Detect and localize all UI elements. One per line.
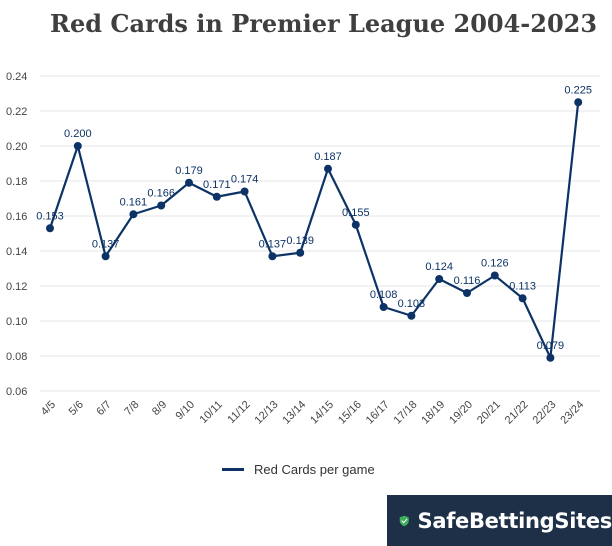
data-label: 0.153 — [36, 210, 64, 222]
shield-check-icon — [399, 515, 409, 526]
y-tick-label: 0.12 — [6, 281, 27, 293]
x-tick-label: 15/16 — [336, 399, 364, 427]
x-tick-label: 21/22 — [503, 399, 531, 427]
data-label: 0.113 — [509, 280, 536, 292]
data-point — [407, 311, 416, 320]
brand-name: SafeBettingSites — [417, 508, 612, 533]
data-point — [240, 187, 249, 196]
x-tick-label: 8/9 — [150, 399, 169, 418]
brand-logo: SafeBettingSites — [387, 495, 612, 546]
data-point — [463, 289, 471, 297]
data-label: 0.079 — [537, 340, 565, 352]
x-tick-label: 6/7 — [94, 399, 113, 418]
data-label: 0.166 — [147, 188, 175, 200]
data-label: 0.155 — [342, 207, 370, 219]
data-label: 0.137 — [259, 238, 287, 250]
data-point — [490, 271, 499, 280]
gridlines — [40, 75, 600, 392]
data-label: 0.139 — [286, 235, 314, 247]
data-label: 0.200 — [64, 128, 92, 140]
x-tick-label: 13/14 — [280, 399, 308, 427]
x-tick-label: 4/5 — [39, 399, 58, 418]
x-tick-label: 9/10 — [173, 399, 197, 423]
data-label: 0.103 — [398, 298, 426, 310]
line-chart: 0.06 0.08 0.10 0.12 0.14 0.16 0.18 0.20 0.22 0.24… — [6, 71, 600, 427]
y-tick-label: 0.24 — [6, 71, 27, 83]
x-tick-label: 10/11 — [198, 399, 225, 426]
data-point — [379, 303, 388, 311]
data-point — [101, 252, 110, 261]
data-point — [351, 220, 360, 229]
data-label: 0.161 — [120, 196, 148, 208]
data-label: 0.126 — [481, 258, 509, 270]
x-tick-label: 20/21 — [475, 399, 503, 427]
y-tick-label: 0.06 — [6, 386, 27, 398]
y-tick-label: 0.18 — [6, 176, 27, 188]
y-tick-label: 0.10 — [6, 316, 27, 328]
x-tick-label: 7/8 — [122, 399, 141, 418]
x-tick-label: 19/20 — [447, 399, 475, 427]
x-tick-label: 5/6 — [67, 399, 86, 418]
y-tick-label: 0.22 — [6, 106, 27, 118]
data-point — [129, 210, 138, 219]
data-point — [157, 201, 166, 210]
data-label: 0.124 — [425, 261, 453, 273]
x-tick-label: 22/23 — [531, 399, 559, 427]
data-label: 0.137 — [92, 238, 120, 250]
data-point — [296, 248, 305, 257]
y-tick-label: 0.20 — [6, 141, 27, 153]
data-point — [324, 164, 332, 173]
legend-label: Red Cards per game — [254, 462, 375, 477]
data-point — [185, 178, 193, 187]
series-line — [48, 102, 580, 359]
data-point — [46, 224, 54, 233]
y-tick-label: 0.14 — [6, 246, 27, 258]
data-label: 0.225 — [564, 84, 592, 96]
x-tick-label: 14/15 — [308, 399, 336, 427]
y-tick-label: 0.16 — [6, 211, 27, 223]
data-label: 0.116 — [454, 275, 481, 287]
data-label: 0.171 — [203, 179, 231, 191]
x-tick-label: 18/19 — [419, 399, 447, 427]
data-point — [574, 98, 583, 107]
data-point — [518, 294, 527, 303]
data-label: 0.179 — [175, 165, 203, 177]
chart-title: Red Cards in Premier League 2004-2023 — [50, 9, 598, 38]
x-axis-ticks: 4/5 5/6 6/7 7/8 8/9 9/10 10/11 11/12 12/13 13/14 1… — [39, 399, 587, 427]
y-tick-label: 0.08 — [6, 351, 27, 363]
data-point — [268, 252, 277, 261]
legend: Red Cards per game — [222, 462, 375, 477]
x-tick-label: 17/18 — [392, 399, 420, 427]
x-tick-label: 12/13 — [253, 399, 281, 427]
data-point — [73, 142, 82, 150]
data-label: 0.108 — [370, 289, 398, 301]
x-tick-label: 11/12 — [225, 399, 252, 426]
data-label: 0.187 — [314, 151, 342, 163]
data-point — [546, 353, 555, 362]
y-axis-ticks: 0.06 0.08 0.10 0.12 0.14 0.16 0.18 0.20 0.22 0.24 — [6, 71, 27, 398]
x-tick-label: 16/17 — [364, 399, 392, 427]
legend-swatch — [222, 468, 244, 471]
data-label: 0.174 — [231, 174, 259, 186]
data-point — [435, 275, 444, 283]
data-point — [212, 192, 221, 201]
x-tick-label: 23/24 — [558, 399, 586, 427]
